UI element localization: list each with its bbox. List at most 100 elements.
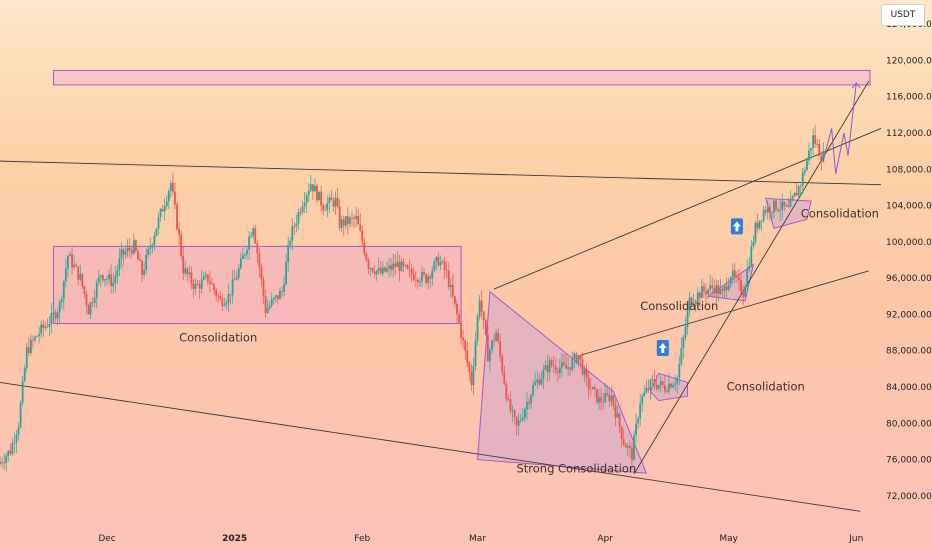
candle-body <box>241 255 244 259</box>
candle-body <box>40 324 43 334</box>
time-tick-label: Feb <box>354 534 370 544</box>
candle-body <box>359 224 362 231</box>
candle-body <box>425 274 427 283</box>
candle-body <box>147 249 150 255</box>
candle-body <box>458 314 460 323</box>
candle-body <box>600 397 602 402</box>
candle-body <box>624 444 627 448</box>
candle-body <box>771 212 773 214</box>
candle-body <box>0 461 1 465</box>
candle-body <box>688 297 691 312</box>
candle-body <box>246 249 248 255</box>
candle-body <box>349 217 351 224</box>
candle-body <box>291 226 294 241</box>
trendline-4 <box>633 81 870 475</box>
candle-body <box>186 268 189 275</box>
candle-body <box>725 286 728 291</box>
price-tick-label: 108,000.00 <box>886 165 932 175</box>
candle-body <box>670 383 672 388</box>
time-tick-label: May <box>719 534 738 544</box>
candle-body <box>36 336 38 338</box>
candle-body <box>79 273 82 280</box>
time-tick-label: 2025 <box>222 534 247 544</box>
price-tick-label: 84,000.00 <box>886 383 932 393</box>
candle-body <box>565 364 567 369</box>
candle-body <box>161 208 164 212</box>
candle-body <box>202 276 205 280</box>
candle-body <box>499 341 502 357</box>
currency-badge[interactable]: USDT <box>881 4 925 26</box>
candle-body <box>48 324 51 327</box>
candle-body <box>326 203 329 210</box>
candle-body <box>476 316 479 341</box>
candle-body <box>289 240 292 246</box>
candle-body <box>445 270 448 271</box>
candle-body <box>373 271 376 275</box>
candle-body <box>454 296 456 304</box>
trendline-1 <box>0 382 861 512</box>
candle-body <box>577 355 580 363</box>
candle-body <box>548 360 551 373</box>
candle-body <box>740 280 742 293</box>
price-tick-label: 72,000.00 <box>886 492 932 502</box>
candle-body <box>167 191 170 202</box>
candle-body <box>270 299 273 306</box>
candle-body <box>219 296 222 299</box>
candle-body <box>11 442 14 454</box>
candle-body <box>137 250 139 260</box>
projection-layer <box>822 82 861 174</box>
candle-body <box>608 394 611 402</box>
candle-body <box>190 272 193 284</box>
candle-body <box>680 348 683 364</box>
price-tick-label: 80,000.00 <box>886 419 932 429</box>
candle-body <box>67 255 69 269</box>
candle-body <box>287 245 290 262</box>
candle-body <box>803 170 806 173</box>
candle-body <box>505 384 508 400</box>
candle-body <box>266 308 269 313</box>
candle-body <box>58 302 61 313</box>
candle-body <box>797 186 800 196</box>
candles-layer <box>0 124 825 472</box>
candle-body <box>184 268 187 274</box>
candle-body <box>711 285 714 289</box>
candle-body <box>647 388 650 390</box>
candle-body <box>820 156 823 162</box>
candle-body <box>311 184 314 192</box>
candle-body <box>713 288 716 294</box>
candle-body <box>314 185 316 192</box>
candle-body <box>379 267 382 274</box>
candle-body <box>351 217 353 219</box>
candle-body <box>355 216 358 219</box>
candle-body <box>328 197 331 204</box>
time-tick-label: Dec <box>98 534 115 544</box>
candle-body <box>663 385 666 392</box>
candle-body <box>248 236 250 250</box>
candle-body <box>610 395 613 402</box>
candle-body <box>274 295 277 298</box>
candle-body <box>104 279 106 281</box>
candle-body <box>429 276 432 279</box>
candle-body <box>412 274 415 280</box>
candle-body <box>466 350 469 363</box>
candle-body <box>538 379 541 385</box>
candle-body <box>64 268 67 282</box>
projection-arrowhead <box>851 82 861 89</box>
candle-body <box>106 278 108 280</box>
candle-body <box>390 265 392 270</box>
candle-body <box>705 291 707 295</box>
candle-body <box>542 369 545 379</box>
candle-body <box>5 456 8 463</box>
candle-body <box>795 192 798 196</box>
candle-body <box>503 372 506 385</box>
candle-body <box>789 199 792 207</box>
candle-body <box>178 228 180 235</box>
candle-body <box>602 401 605 403</box>
candle-body <box>441 261 444 263</box>
candle-body <box>754 222 757 242</box>
candle-body <box>546 365 549 373</box>
candle-body <box>361 230 364 243</box>
candle-body <box>330 197 333 201</box>
candle-body <box>188 272 191 275</box>
